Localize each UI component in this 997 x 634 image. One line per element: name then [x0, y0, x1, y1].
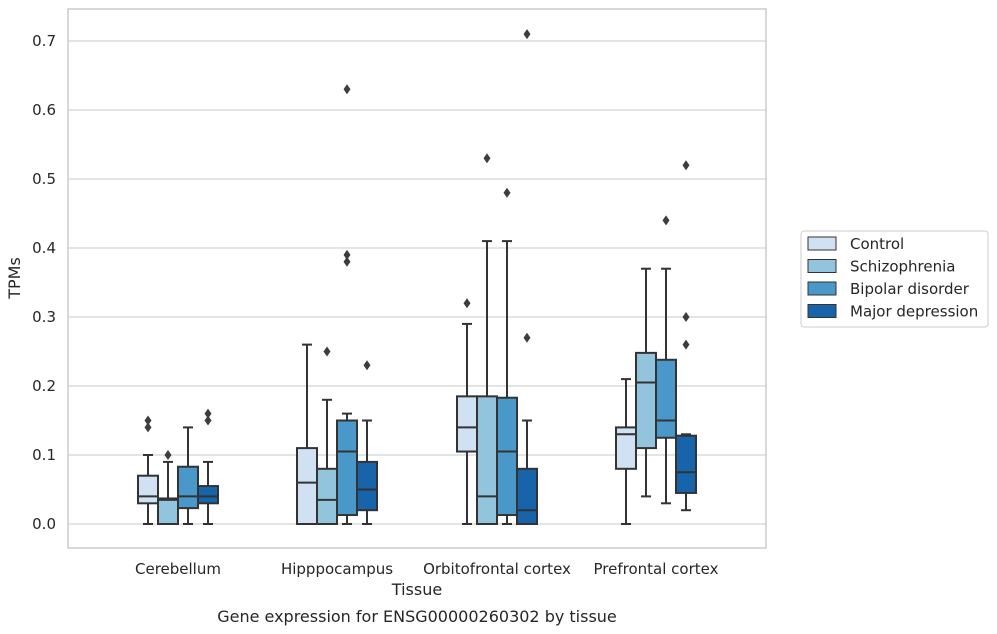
box-major-depression — [356, 360, 378, 525]
outlier-point — [363, 360, 371, 371]
boxes-layer — [137, 29, 697, 526]
x-tick-label: Prefrontal cortex — [594, 560, 719, 578]
x-axis-label: Tissue — [391, 580, 442, 599]
box-body — [336, 419, 358, 517]
outlier-point — [662, 215, 670, 226]
box-body — [197, 485, 219, 505]
box-body — [316, 467, 338, 525]
outlier-point — [682, 160, 690, 171]
outlier-point — [343, 256, 351, 267]
box-body — [456, 395, 478, 453]
outlier-point — [343, 249, 351, 260]
box-major-depression — [675, 160, 697, 512]
box-schizophrenia — [316, 346, 338, 525]
chart-caption: Gene expression for ENSG00000260302 by t… — [217, 607, 617, 626]
box-control — [137, 415, 159, 525]
outlier-point — [483, 153, 491, 164]
legend-swatch — [807, 236, 837, 251]
y-tick-label: 0.1 — [32, 446, 56, 464]
box-body — [655, 358, 677, 439]
box-schizophrenia — [635, 267, 657, 498]
outlier-point — [204, 408, 212, 419]
outlier-point — [523, 332, 531, 343]
outlier-point — [144, 422, 152, 433]
box-schizophrenia — [476, 153, 498, 526]
outlier-point — [682, 312, 690, 322]
y-axis-label: TPMs — [5, 257, 24, 300]
y-tick-labels: 0.0 0.1 0.2 0.3 0.4 0.5 0.6 0.7 — [32, 32, 56, 533]
box-major-depression — [516, 29, 538, 525]
legend-label: Schizophrenia — [850, 258, 955, 276]
y-tick-label: 0.0 — [32, 515, 56, 533]
box-body — [675, 434, 697, 494]
outlier-point — [323, 346, 331, 357]
outlier-point — [164, 450, 172, 460]
box-body — [356, 460, 378, 512]
outlier-point — [503, 187, 511, 198]
box-body — [137, 474, 159, 505]
outlier-point — [463, 298, 471, 309]
y-tick-label: 0.6 — [32, 101, 56, 119]
x-tick-labels: Cerebellum Hipppocampus Orbitofrontal cort… — [135, 560, 719, 578]
box-body — [296, 447, 318, 526]
y-tick-label: 0.2 — [32, 377, 56, 395]
legend-label: Bipolar disorder — [850, 280, 970, 298]
box-bipolar-disorder — [496, 187, 518, 525]
y-tick-label: 0.7 — [32, 32, 56, 50]
box-body — [516, 467, 538, 525]
box-body — [476, 395, 498, 526]
outlier-point — [523, 29, 531, 40]
legend-swatch — [807, 259, 837, 273]
legend-label: Major depression — [850, 303, 978, 321]
y-tick-label: 0.3 — [32, 308, 56, 326]
box-body — [496, 396, 518, 517]
outlier-point — [144, 415, 152, 426]
x-tick-label: Orbitofrontal cortex — [423, 560, 571, 578]
box-bipolar-disorder — [655, 215, 677, 505]
box-major-depression — [197, 408, 219, 525]
legend-swatch — [807, 281, 837, 296]
y-tick-label: 0.5 — [32, 170, 56, 188]
plot-background — [68, 9, 766, 548]
outlier-point — [343, 84, 351, 95]
box-body — [635, 351, 657, 450]
legend: Control Schizophrenia Bipolar disorder Majo… — [800, 230, 989, 328]
box-schizophrenia — [157, 450, 179, 526]
x-tick-label: Hipppocampus — [281, 560, 393, 578]
legend-swatch — [807, 304, 837, 318]
box-body — [157, 497, 179, 526]
grid-lines — [68, 40, 766, 525]
plot-frame — [67, 8, 767, 549]
outlier-point — [682, 339, 690, 350]
box-body — [177, 465, 199, 510]
x-tick-label: Cerebellum — [135, 560, 221, 578]
legend-label: Control — [850, 235, 904, 253]
legend-frame — [800, 230, 989, 328]
y-tick-label: 0.4 — [32, 239, 56, 257]
outlier-point — [204, 415, 212, 426]
